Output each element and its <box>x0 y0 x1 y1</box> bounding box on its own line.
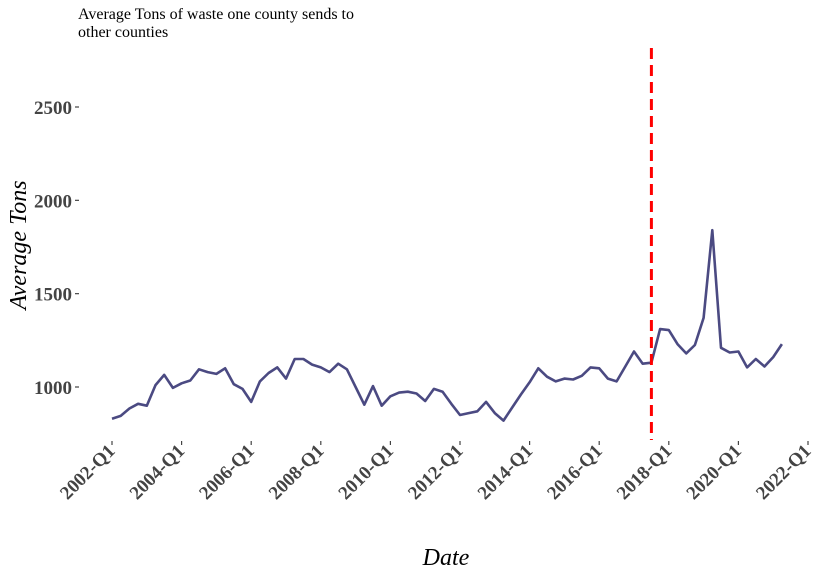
x-axis: 2002-Q1 2004-Q1 2006-Q1 2008-Q1 2010-Q1 2012-… <box>56 441 815 504</box>
x-axis-label: Date <box>422 545 470 571</box>
x-tick-label: 2018-Q1 <box>613 441 676 504</box>
y-tick-label: 1000 <box>34 378 72 399</box>
x-tick-label: 2008-Q1 <box>265 441 328 504</box>
x-tick-label: 2016-Q1 <box>543 441 606 504</box>
series-line <box>111 228 783 422</box>
x-tick-label: 2004-Q1 <box>126 441 189 504</box>
x-tick-label: 2006-Q1 <box>195 441 258 504</box>
y-axis-label: Average Tons <box>6 180 32 311</box>
y-tick-label: 1500 <box>34 285 72 306</box>
x-tick-label: 2002-Q1 <box>56 441 119 504</box>
y-tick-label: 2000 <box>34 191 72 212</box>
y-axis: 1000 1500 2000 2500 <box>34 98 79 399</box>
x-tick-label: 2014-Q1 <box>474 441 537 504</box>
chart-title-line: other counties <box>78 24 168 41</box>
x-tick-label: 2010-Q1 <box>335 441 398 504</box>
y-tick-label: 2500 <box>34 98 72 119</box>
chart-title-line: Average Tons of waste one county sends t… <box>78 6 354 23</box>
plot-area <box>111 48 783 440</box>
chart-title: Average Tons of waste one county sends t… <box>78 6 354 41</box>
x-tick-label: 2012-Q1 <box>404 441 467 504</box>
x-tick-label: 2020-Q1 <box>683 441 746 504</box>
x-tick-label: 2022-Q1 <box>752 441 815 504</box>
